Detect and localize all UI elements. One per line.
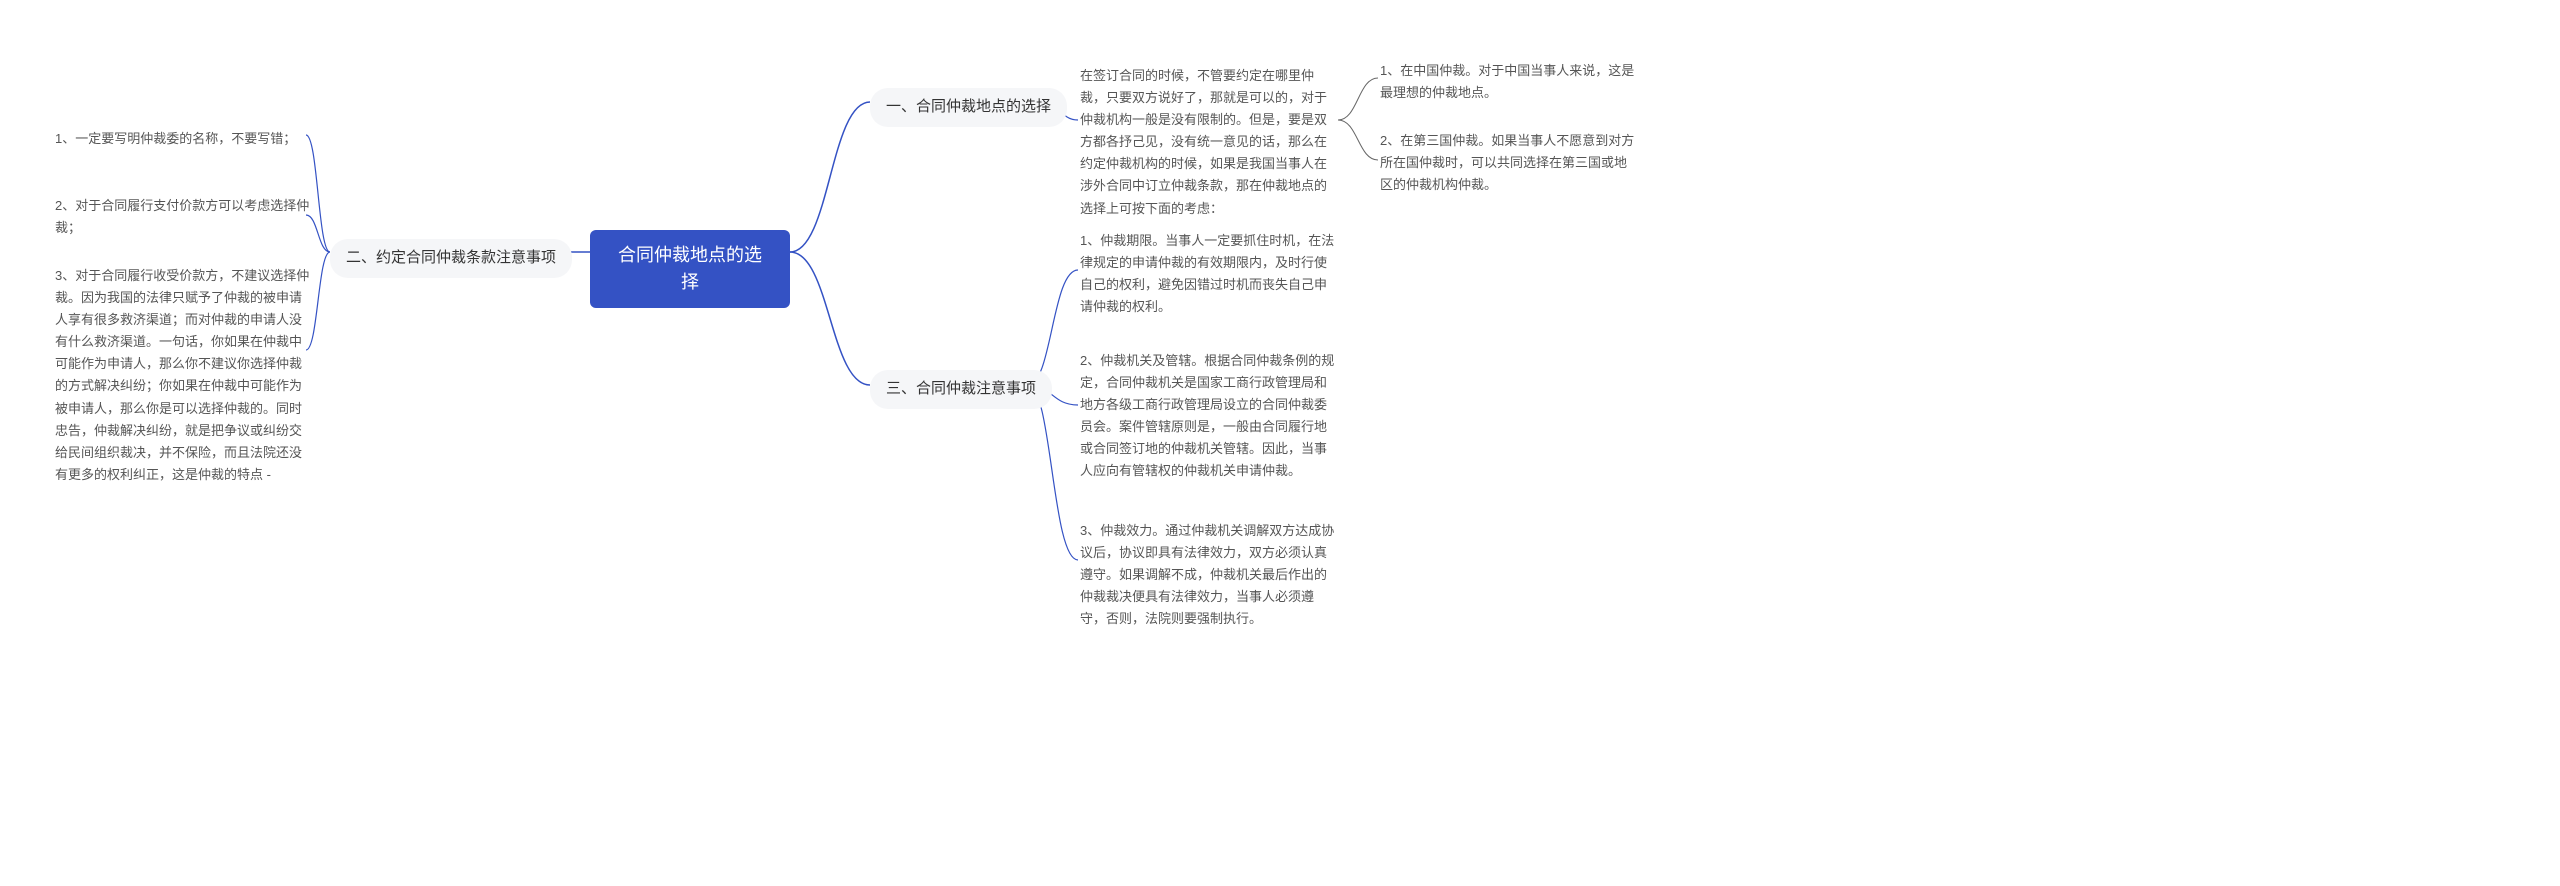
root-node[interactable]: 合同仲裁地点的选择 <box>590 230 790 308</box>
branch-3-leaf-2: 2、仲裁机关及管辖。根据合同仲裁条例的规定，合同仲裁机关是国家工商行政管理局和地… <box>1080 350 1335 483</box>
branch-2-leaf-1: 1、一定要写明仲裁委的名称，不要写错； <box>55 128 310 150</box>
branch-3-leaf-1: 1、仲裁期限。当事人一定要抓住时机，在法律规定的申请仲裁的有效期限内，及时行使自… <box>1080 230 1335 318</box>
branch-1-leaf-2: 2、在第三国仲裁。如果当事人不愿意到对方所在国仲裁时，可以共同选择在第三国或地区… <box>1380 130 1635 196</box>
branch-1[interactable]: 一、合同仲裁地点的选择 <box>870 88 1067 127</box>
branch-3[interactable]: 三、合同仲裁注意事项 <box>870 370 1052 409</box>
branch-2-leaf-3: 3、对于合同履行收受价款方，不建议选择仲裁。因为我国的法律只赋予了仲裁的被申请人… <box>55 265 310 486</box>
branch-2-leaf-2: 2、对于合同履行支付价款方可以考虑选择仲裁； <box>55 195 310 239</box>
branch-1-desc: 在签订合同的时候，不管要约定在哪里仲裁，只要双方说好了，那就是可以的，对于仲裁机… <box>1080 65 1335 220</box>
branch-2[interactable]: 二、约定合同仲裁条款注意事项 <box>330 239 572 278</box>
branch-1-leaf-1: 1、在中国仲裁。对于中国当事人来说，这是最理想的仲裁地点。 <box>1380 60 1635 104</box>
branch-3-leaf-3: 3、仲裁效力。通过仲裁机关调解双方达成协议后，协议即具有法律效力，双方必须认真遵… <box>1080 520 1335 630</box>
